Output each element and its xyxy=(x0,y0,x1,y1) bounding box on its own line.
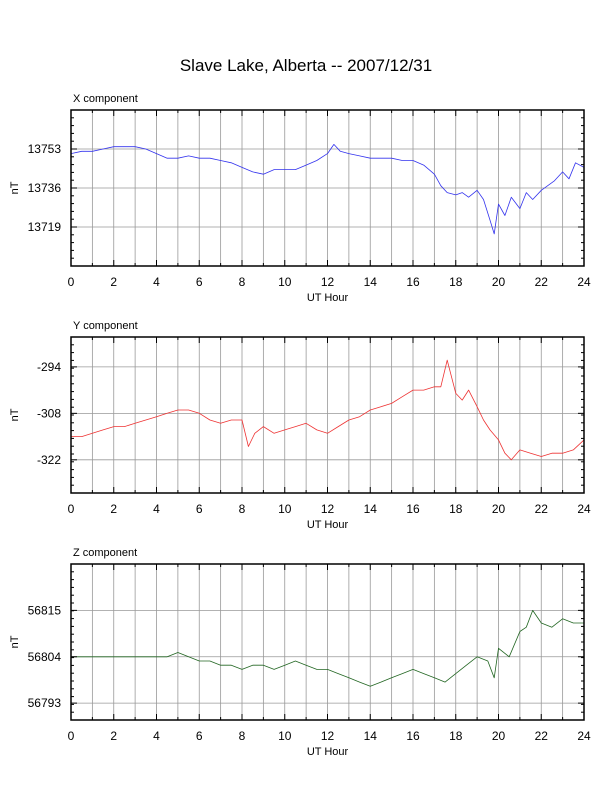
panel-title: Y component xyxy=(73,320,138,332)
x-tick-label: 6 xyxy=(196,729,203,743)
y-tick-label: 56804 xyxy=(28,650,62,664)
panel-title: X component xyxy=(73,93,138,105)
x-tick-label: 18 xyxy=(449,729,463,743)
x-tick-label: 14 xyxy=(364,275,378,289)
x-tick-label: 22 xyxy=(535,275,549,289)
x-tick-label: 16 xyxy=(406,275,420,289)
y-tick-label: 13753 xyxy=(28,142,62,156)
x-tick-label: 12 xyxy=(321,502,335,516)
x-tick-label: 12 xyxy=(321,729,335,743)
x-tick-label: 10 xyxy=(278,729,292,743)
y-tick-label: 13719 xyxy=(28,220,62,234)
x-tick-label: 0 xyxy=(68,275,75,289)
x-tick-label: 2 xyxy=(110,729,117,743)
page-title: Slave Lake, Alberta -- 2007/12/31 xyxy=(179,56,433,75)
x-tick-label: 10 xyxy=(278,502,292,516)
x-tick-label: 0 xyxy=(68,502,75,516)
y-tick-label: -308 xyxy=(37,406,61,420)
x-tick-label: 2 xyxy=(110,502,117,516)
x-tick-label: 20 xyxy=(492,729,506,743)
x-tick-label: 12 xyxy=(321,275,335,289)
x-tick-label: 2 xyxy=(110,275,117,289)
x-tick-label: 8 xyxy=(239,729,246,743)
x-tick-label: 0 xyxy=(68,729,75,743)
x-tick-label: 14 xyxy=(364,502,378,516)
x-axis-label: UT Hour xyxy=(307,519,349,531)
x-tick-label: 8 xyxy=(239,502,246,516)
x-tick-label: 24 xyxy=(577,729,591,743)
y-tick-label: -294 xyxy=(37,360,61,374)
x-tick-label: 4 xyxy=(153,729,160,743)
x-tick-label: 18 xyxy=(449,502,463,516)
series-line xyxy=(70,143,585,235)
y-axis-label: nT xyxy=(9,635,21,648)
series-line xyxy=(71,359,585,461)
panel-title: Z component xyxy=(73,547,137,559)
x-tick-label: 22 xyxy=(535,502,549,516)
y-tick-label: 13736 xyxy=(28,181,62,195)
y-tick-label: 56793 xyxy=(28,696,62,710)
x-tick-label: 22 xyxy=(535,729,549,743)
x-tick-label: 16 xyxy=(406,729,420,743)
y-tick-label: 56815 xyxy=(28,603,62,617)
x-tick-label: 4 xyxy=(153,275,160,289)
x-axis-label: UT Hour xyxy=(307,746,349,758)
y-axis-label: nT xyxy=(9,181,21,194)
x-tick-label: 20 xyxy=(492,502,506,516)
x-tick-label: 10 xyxy=(278,275,292,289)
y-tick-label: -322 xyxy=(37,453,61,467)
series-line xyxy=(71,610,584,687)
x-tick-label: 20 xyxy=(492,275,506,289)
x-tick-label: 6 xyxy=(196,502,203,516)
x-axis-label: UT Hour xyxy=(307,292,349,304)
x-tick-label: 24 xyxy=(577,275,591,289)
y-axis-label: nT xyxy=(9,408,21,421)
x-tick-label: 14 xyxy=(364,729,378,743)
x-tick-label: 18 xyxy=(449,275,463,289)
x-tick-label: 8 xyxy=(239,275,246,289)
x-tick-label: 6 xyxy=(196,275,203,289)
x-tick-label: 16 xyxy=(406,502,420,516)
x-tick-label: 24 xyxy=(577,502,591,516)
x-tick-label: 4 xyxy=(153,502,160,516)
